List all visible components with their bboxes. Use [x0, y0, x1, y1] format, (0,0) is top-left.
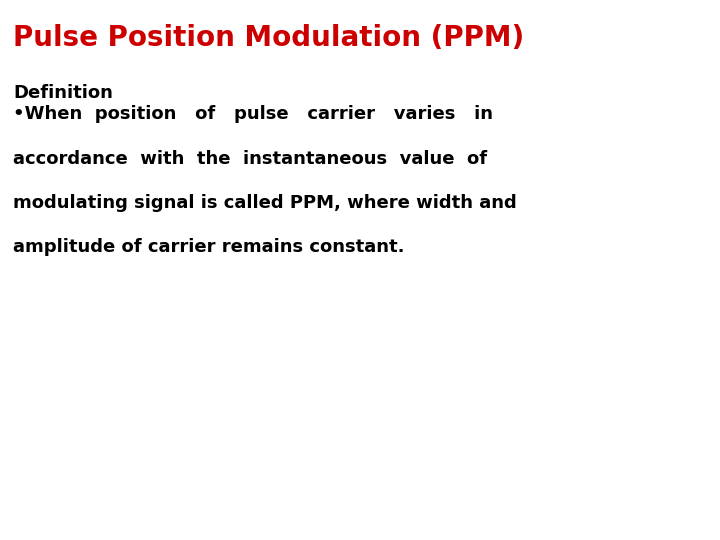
Text: modulating signal is called PPM, where width and: modulating signal is called PPM, where w…: [13, 194, 517, 212]
Text: accordance  with  the  instantaneous  value  of: accordance with the instantaneous value …: [13, 150, 487, 167]
Text: •When  position   of   pulse   carrier   varies   in: •When position of pulse carrier varies i…: [13, 105, 493, 123]
Text: Definition: Definition: [13, 84, 113, 102]
Text: Pulse Position Modulation (PPM): Pulse Position Modulation (PPM): [13, 24, 524, 52]
Text: amplitude of carrier remains constant.: amplitude of carrier remains constant.: [13, 238, 405, 256]
